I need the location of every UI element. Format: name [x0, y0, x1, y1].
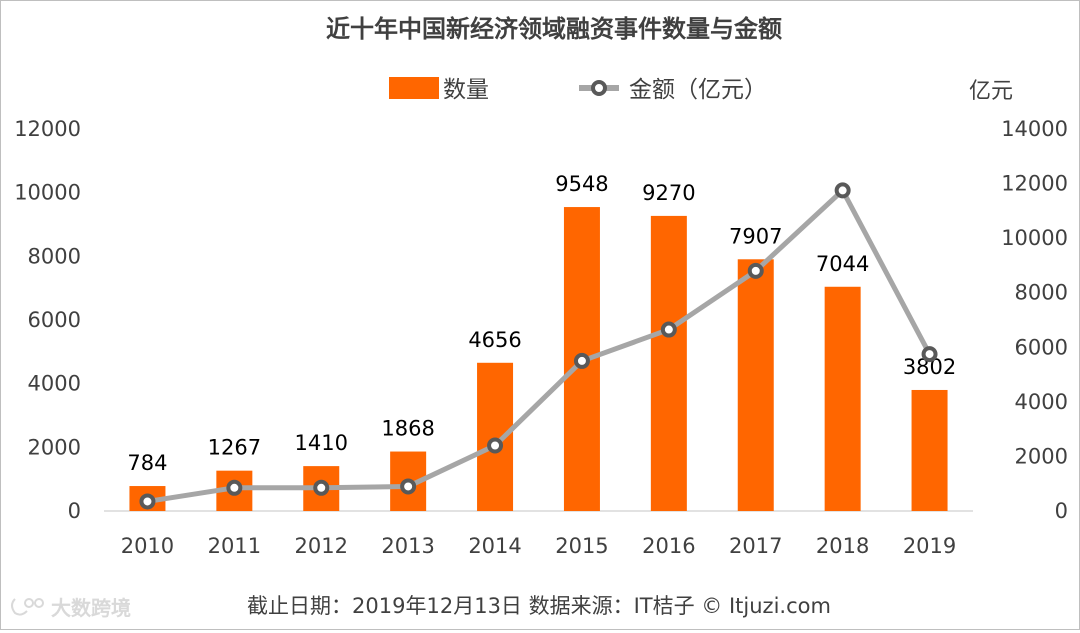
bar-data-label: 7044 [816, 252, 869, 276]
bar [737, 259, 774, 511]
x-axis-tick-label: 2018 [816, 534, 869, 558]
bar-data-label: 9548 [555, 172, 608, 196]
source-note: 截止日期：2019年12月13日 数据来源：IT桔子 © Itjuzi.com [247, 594, 831, 618]
legend-line-marker [591, 80, 607, 96]
bar [824, 286, 861, 511]
x-axis: 2010 2011 2012 2013 2014 2015 2016 2017 2018 2019 [121, 534, 957, 558]
line-point [660, 321, 677, 338]
left-axis-tick-label: 6000 [28, 308, 81, 332]
right-axis-tick-label: 12000 [1001, 172, 1068, 196]
x-axis-tick-label: 2015 [555, 534, 608, 558]
watermark: 大数跨境 [11, 596, 131, 620]
bar-data-label: 1868 [381, 417, 434, 441]
line-point [400, 478, 417, 495]
bar [477, 362, 514, 511]
bar-data-label: 7907 [729, 224, 782, 248]
bar [911, 389, 948, 511]
x-axis-tick-label: 2011 [208, 534, 261, 558]
bar-data-label: 784 [127, 451, 167, 475]
right-axis-tick-label: 4000 [1015, 390, 1068, 414]
x-axis-tick-label: 2016 [642, 534, 695, 558]
x-axis-tick-label: 2017 [729, 534, 782, 558]
bar [650, 215, 687, 511]
x-axis-tick-label: 2013 [381, 534, 434, 558]
line-point [573, 352, 590, 369]
x-axis-tick-label: 2012 [295, 534, 348, 558]
chart-title: 近十年中国新经济领域融资事件数量与金额 [326, 15, 782, 43]
right-axis-tick-label: 14000 [1001, 117, 1068, 141]
right-axis-tick-label: 6000 [1015, 335, 1068, 359]
left-axis-tick-label: 0 [68, 499, 81, 523]
line-point [921, 346, 938, 363]
legend-bar-swatch [389, 77, 439, 99]
legend-label-count: 数量 [443, 77, 489, 103]
line-point [747, 262, 764, 279]
amount-line [147, 187, 932, 504]
left-axis-tick-label: 12000 [14, 117, 81, 141]
line-series [139, 182, 938, 510]
right-axis-tick-label: 2000 [1015, 444, 1068, 468]
left-axis-tick-label: 10000 [14, 181, 81, 205]
watermark-logo-icon [11, 598, 44, 616]
x-axis-tick-label: 2019 [903, 534, 956, 558]
legend: 数量 金额（亿元） [389, 77, 767, 103]
bar-data-label: 1267 [208, 436, 261, 460]
left-axis-tick-label: 2000 [28, 435, 81, 459]
right-axis-tick-label: 0 [1055, 499, 1068, 523]
legend-label-amount: 金额（亿元） [629, 77, 767, 103]
watermark-text: 大数跨境 [51, 596, 131, 620]
bar-data-label: 1410 [295, 431, 348, 455]
left-axis: 0 2000 4000 6000 8000 10000 12000 [14, 117, 81, 523]
bar-data-label: 4656 [468, 328, 521, 352]
left-axis-tick-label: 4000 [28, 372, 81, 396]
line-point [487, 437, 504, 454]
x-axis-tick-label: 2014 [468, 534, 521, 558]
line-point [313, 479, 330, 496]
bar-data-label: 9270 [642, 181, 695, 205]
x-axis-tick-label: 2010 [121, 534, 174, 558]
line-point [226, 479, 243, 496]
line-point [834, 182, 851, 199]
left-axis-tick-label: 8000 [28, 244, 81, 268]
right-axis-unit: 亿元 [969, 79, 1013, 104]
right-axis: 0 2000 4000 6000 8000 10000 12000 14000 [1001, 117, 1068, 523]
right-axis-tick-label: 8000 [1015, 281, 1068, 305]
line-point [139, 493, 156, 510]
right-axis-tick-label: 10000 [1001, 226, 1068, 250]
